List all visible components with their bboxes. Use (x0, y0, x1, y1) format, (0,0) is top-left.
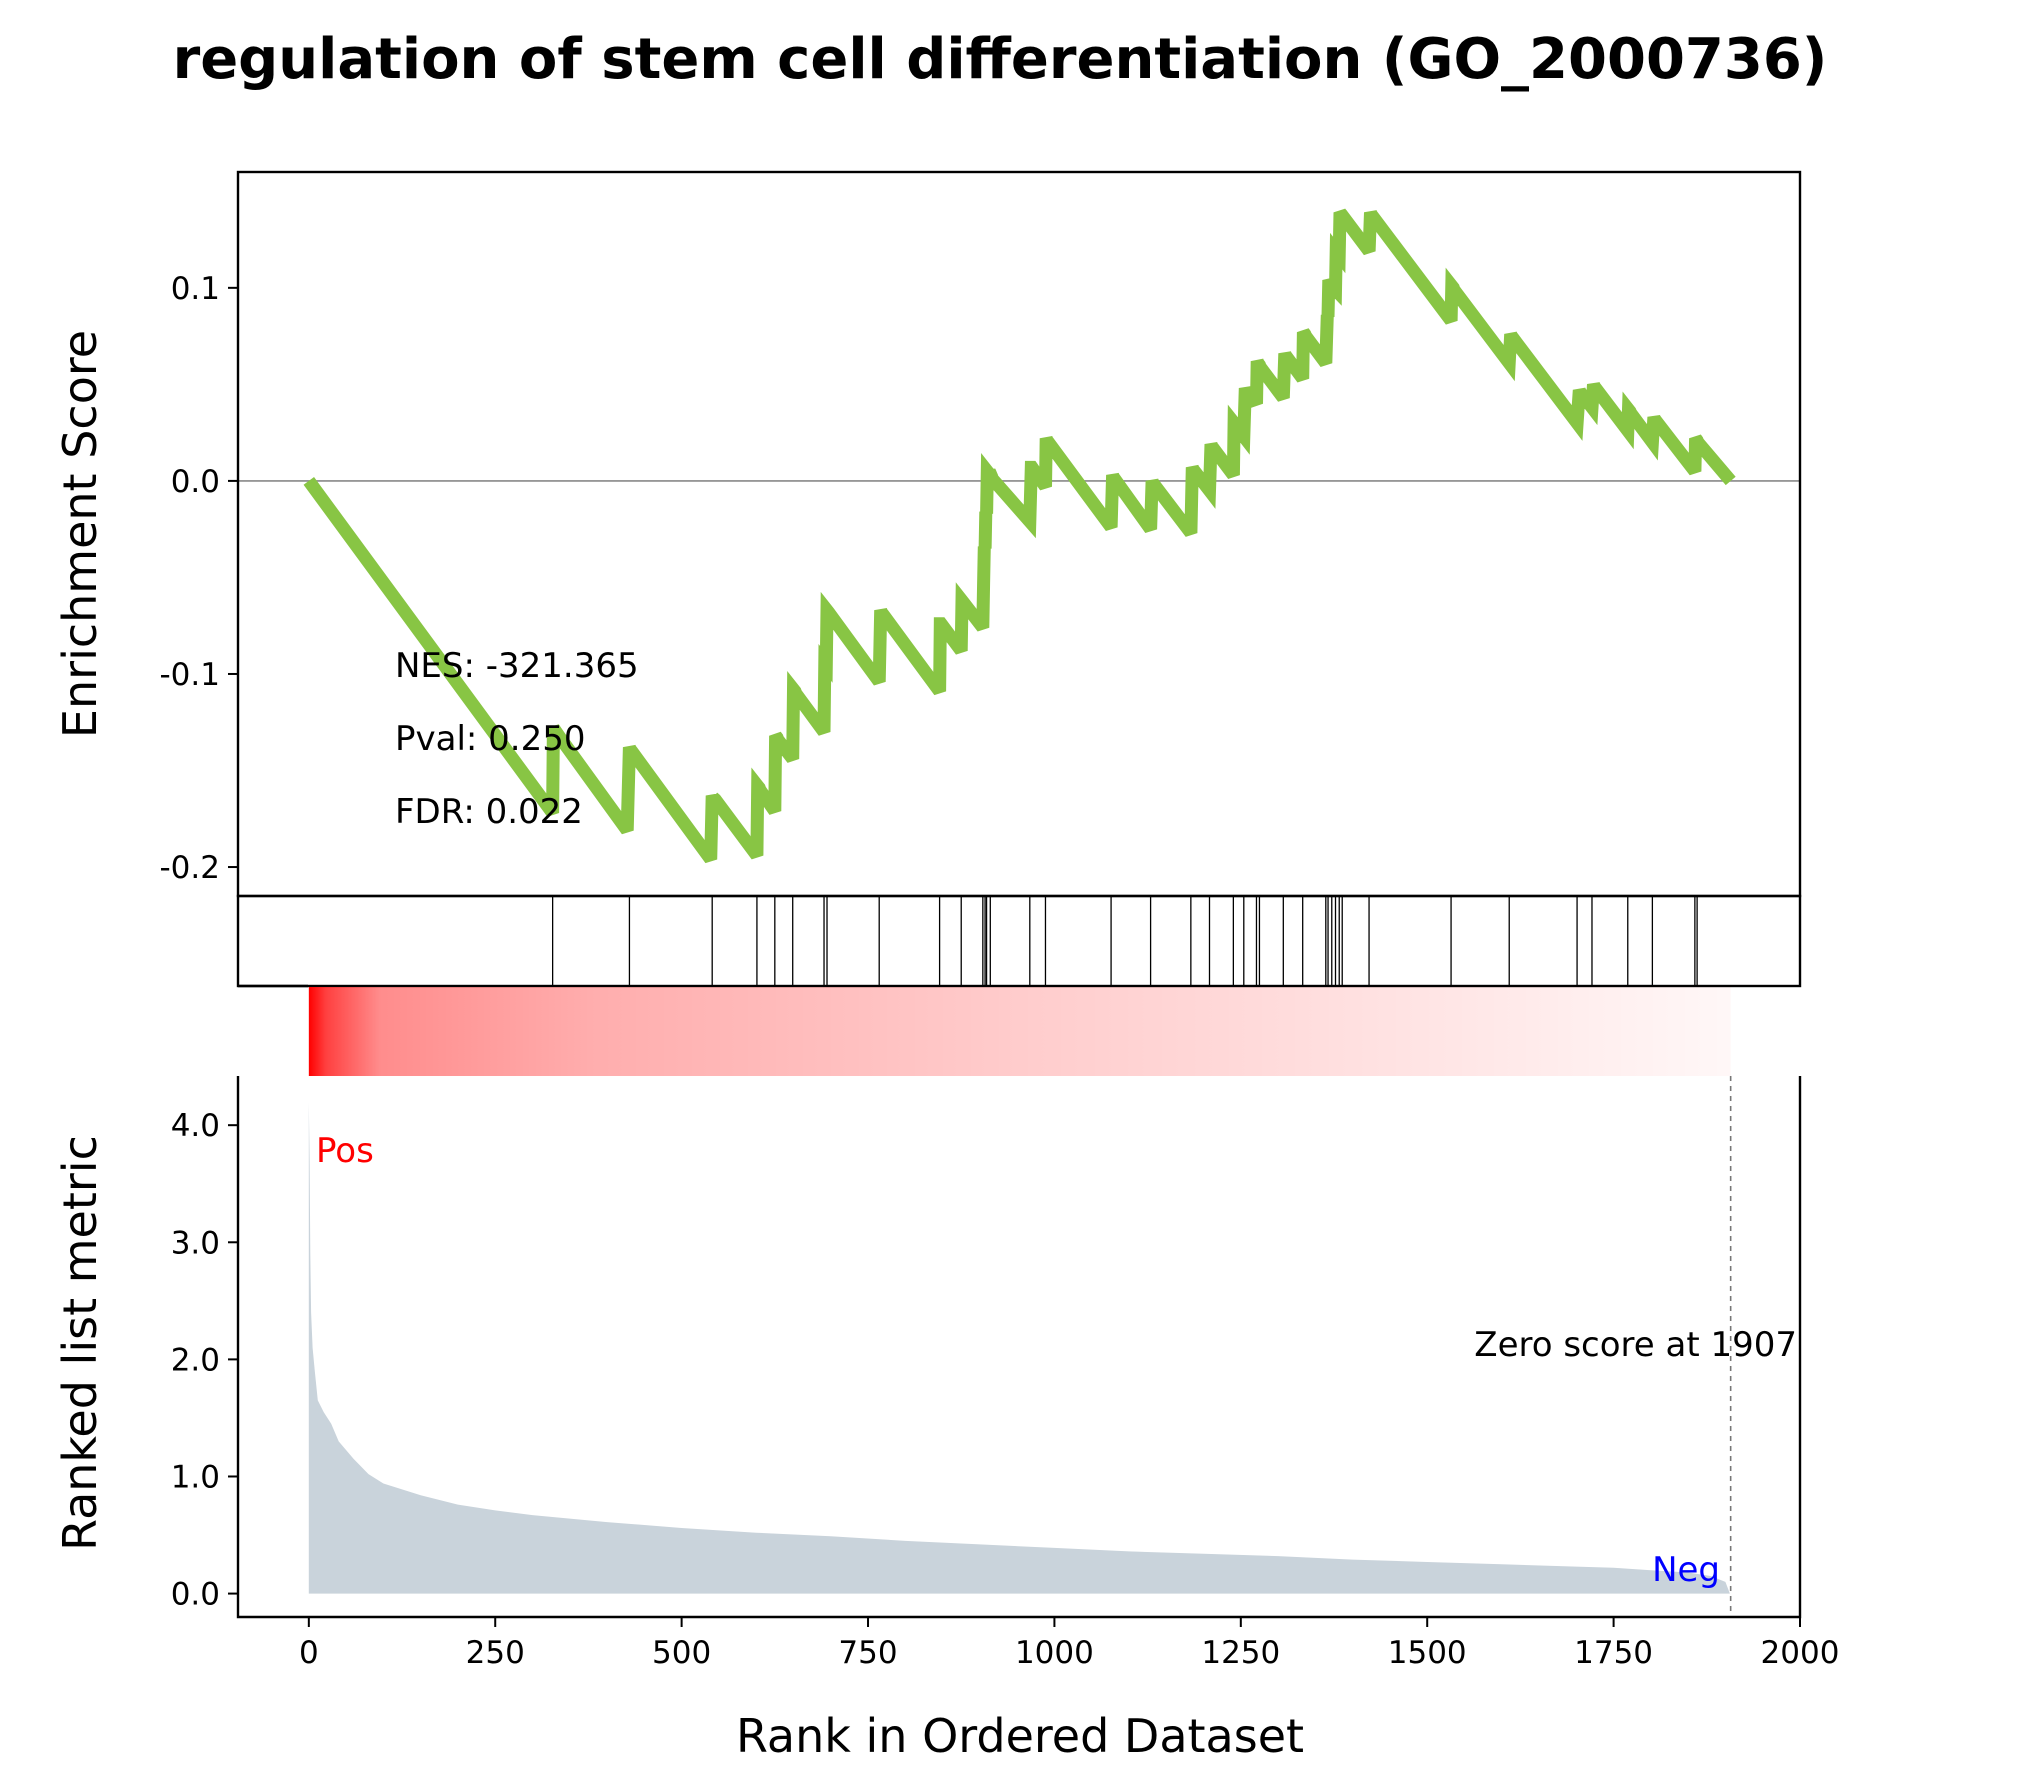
rank-y-axis-label: Ranked list metric (53, 1135, 107, 1551)
es-y-tick-label: 0.1 (171, 271, 220, 307)
gene-hit-lines (551, 896, 1698, 986)
ranked-list-metric-panel: Zero score at 1907 Pos Neg 0.0 1.0 2.0 3.0 4… (53, 984, 1839, 1763)
es-y-tick-label: 0.0 (171, 464, 220, 500)
es-line (303, 208, 1736, 864)
hits-panel-frame (236, 894, 1802, 988)
x-tick-label: 1000 (1015, 1635, 1094, 1671)
zero-cross-annotation: Zero score at 1907 (1474, 1325, 1797, 1365)
x-axis-label: Rank in Ordered Dataset (736, 1709, 1304, 1763)
rank-y-tick-label: 3.0 (171, 1225, 220, 1261)
x-tick-label: 0 (299, 1635, 319, 1671)
fdr-annotation: FDR: 0.022 (395, 792, 583, 832)
x-tick-label: 250 (466, 1635, 525, 1671)
rank-y-ticks: 0.0 1.0 2.0 3.0 4.0 (171, 1108, 238, 1613)
rank-heatmap-band (308, 987, 1731, 1076)
chart-title: regulation of stem cell differentiation … (173, 27, 1828, 92)
es-y-ticks: -0.2 -0.1 0.0 0.1 (160, 271, 238, 886)
neg-label: Neg (1652, 1550, 1720, 1590)
x-tick-label: 500 (652, 1635, 711, 1671)
x-tick-label: 750 (838, 1635, 897, 1671)
x-tick-label: 1500 (1388, 1635, 1467, 1671)
pos-label: Pos (316, 1131, 374, 1171)
x-tick-label: 1250 (1201, 1635, 1280, 1671)
rank-panel-frame (236, 1076, 1802, 1619)
rank-y-tick-label: 1.0 (171, 1459, 220, 1495)
rank-y-tick-label: 0.0 (171, 1577, 220, 1613)
nes-annotation: NES: -321.365 (395, 646, 639, 686)
x-tick-label: 1750 (1574, 1635, 1653, 1671)
es-y-tick-label: -0.2 (160, 850, 221, 886)
es-y-tick-label: -0.1 (160, 657, 221, 693)
rank-x-ticks: 0 250 500 750 1000 1250 1500 1750 2000 (299, 1617, 1839, 1671)
gene-hits-panel (236, 894, 1802, 988)
es-y-axis-label: Enrichment Score (53, 330, 107, 738)
enrichment-score-panel: -0.2 -0.1 0.0 0.1 NES: -321.365 Pval: 0.250… (53, 170, 1802, 898)
pval-annotation: Pval: 0.250 (395, 719, 586, 759)
rank-y-tick-label: 4.0 (171, 1108, 220, 1144)
x-tick-label: 2000 (1761, 1635, 1840, 1671)
es-panel-frame (236, 170, 1802, 898)
rank-metric-area (308, 1101, 1730, 1594)
rank-y-tick-label: 2.0 (171, 1342, 220, 1378)
